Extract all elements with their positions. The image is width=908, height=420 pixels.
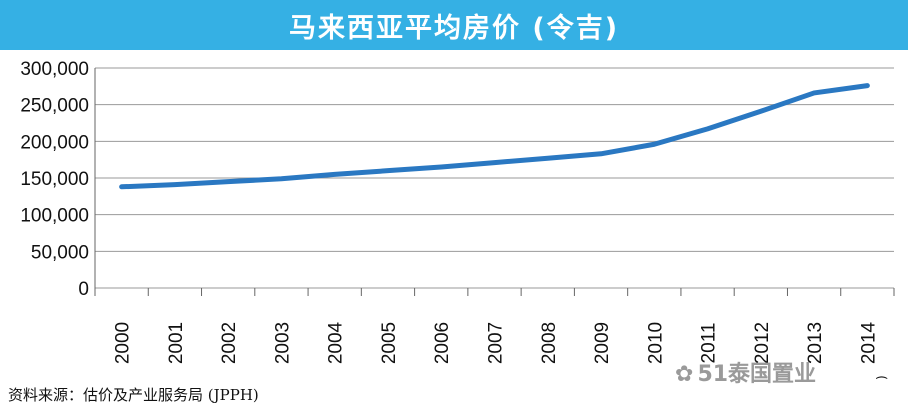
x-tick-label: 2007 [486,322,507,364]
x-tick-label: 2010 [645,322,666,364]
series-group [119,83,870,190]
source-note: 资料来源：估价及产业服务局 (JPPH) [8,386,259,404]
x-tick-label: 2002 [219,322,240,364]
x-tick-note: (首季) [874,375,888,380]
data-point [652,142,656,146]
x-tick-label: 2001 [166,322,187,364]
data-point [386,169,390,173]
data-point [439,165,443,169]
watermark: ✿ 51泰国置业 [675,356,816,388]
y-tick-label: 100,000 [20,206,89,227]
x-tick-label: 2014 [858,321,879,364]
data-point [865,84,869,88]
chart-title: 马来西亚平均房价 (令吉) [288,13,620,44]
x-tick-label: 2005 [379,322,400,364]
title-bar: 马来西亚平均房价 (令吉) [0,0,908,50]
y-tick-label: 0 [78,279,89,300]
y-tick-label: 50,000 [31,242,89,263]
data-point [226,180,230,184]
data-point [812,91,816,95]
x-tick-label: 2009 [592,322,613,364]
series-line [119,83,870,190]
x-tick-label: 2003 [272,322,293,364]
line-chart: 0 50,000 100,000 150,000 200,000 250,000 300,0… [20,59,895,380]
y-tick-label: 200,000 [20,132,89,153]
watermark-text: 51泰国置业 [697,362,817,387]
data-point [333,172,337,176]
y-tick-label: 250,000 [20,96,89,117]
data-point [493,161,496,165]
data-point [706,127,710,131]
x-tick-label: 2004 [326,321,347,364]
x-tick-label: 2008 [539,322,560,364]
data-point [759,109,763,113]
data-point [279,177,283,181]
y-axis: 0 50,000 100,000 150,000 200,000 250,000 300,0… [20,59,96,300]
wechat-icon: ✿ [675,362,694,387]
data-point [120,185,124,189]
x-tick-label: 2013 [805,322,826,364]
x-axis: 2000 2001 2002 2003 2004 2005 2006 2007 2008 2009… [94,288,895,380]
x-tick-label: 2006 [432,322,453,364]
x-tick-label: 2000 [113,322,134,364]
data-point [173,183,177,187]
x-tick-label: 2011 [699,323,720,364]
grid-lines [95,67,894,289]
data-point [546,156,550,160]
data-point [599,152,603,156]
x-tick-label: 2012 [752,322,773,364]
y-tick-label: 150,000 [20,169,89,190]
y-tick-label: 300,000 [20,59,89,80]
